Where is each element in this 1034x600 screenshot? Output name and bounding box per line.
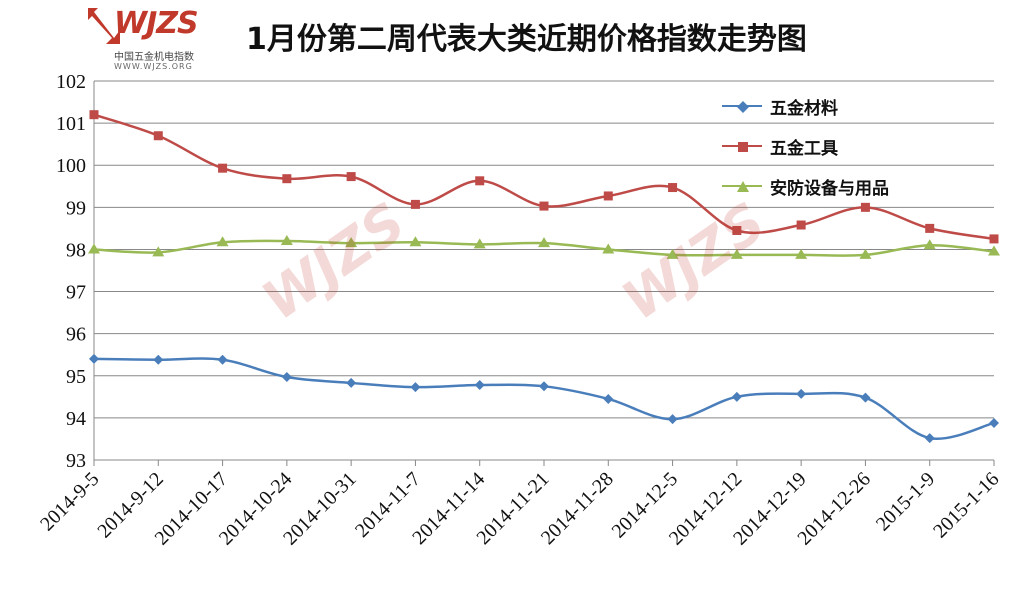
data-point-diamond (796, 388, 807, 399)
data-point-triangle (409, 236, 422, 247)
data-point-diamond (539, 381, 549, 392)
y-tick-label: 97 (66, 282, 86, 304)
data-point-square (346, 172, 356, 182)
series-lines (88, 110, 1000, 444)
data-point-diamond (346, 377, 357, 388)
gridlines (94, 80, 994, 461)
data-point-triangle (88, 243, 100, 254)
y-tick-label: 99 (66, 197, 86, 219)
legend-line-icon (722, 142, 762, 152)
data-point-square (410, 199, 420, 209)
legend-label: 五金材料 (770, 98, 838, 119)
data-point-triangle (859, 248, 872, 259)
series-line (93, 357, 995, 441)
logo-chinese-name: 中国五金机电指数 (114, 52, 194, 63)
data-point-triangle (988, 245, 1000, 256)
data-point-triangle (795, 248, 808, 259)
data-point-square (603, 191, 613, 201)
data-point-diamond (667, 414, 678, 425)
data-point-square (860, 202, 870, 212)
legend-item-series1: 五金材料 (722, 86, 972, 126)
legend: 五金材料 五金工具 安防设备与用品 (722, 86, 972, 206)
y-tick-label: 101 (56, 113, 86, 135)
data-point-triangle (216, 236, 229, 247)
square-marker-icon (738, 142, 748, 152)
data-point-square (732, 225, 742, 235)
data-point-triangle (538, 237, 550, 248)
logo-arrow-icon (88, 8, 120, 44)
data-point-diamond (281, 372, 292, 383)
data-point-triangle (280, 235, 293, 246)
y-tick-label: 93 (66, 450, 86, 472)
x-tick-label: 2015-1-16 (929, 468, 1003, 542)
data-point-triangle (152, 246, 165, 257)
legend-item-series2: 五金工具 (722, 126, 972, 166)
triangle-marker-icon (737, 181, 749, 192)
data-point-square (925, 223, 935, 233)
data-point-triangle (923, 239, 936, 250)
legend-label: 五金工具 (770, 138, 838, 159)
y-tick-label: 95 (66, 366, 86, 388)
data-point-diamond (603, 393, 614, 404)
data-point-square (282, 174, 292, 184)
x-tick-label: 2015-1-9 (872, 468, 939, 535)
logo-mark: WJZS (114, 6, 199, 41)
legend-label: 安防设备与用品 (770, 178, 889, 199)
y-axis-tick-labels: 93 94 95 96 97 98 99 100 101 102 (56, 71, 86, 472)
data-point-square (153, 131, 163, 141)
data-point-triangle (345, 237, 358, 248)
x-axis-tick-labels: 2014-9-52014-9-122014-10-172014-10-24201… (36, 468, 1003, 550)
data-point-square (539, 201, 549, 211)
legend-line-icon (722, 101, 762, 113)
data-point-square (218, 163, 228, 173)
data-point-diamond (217, 354, 228, 365)
diamond-marker-icon (737, 101, 749, 113)
logo-url: WWW.WJZS.ORG (114, 62, 193, 71)
x-axis (93, 81, 995, 466)
data-point-diamond (924, 433, 935, 444)
data-point-triangle (730, 248, 743, 259)
data-point-diamond (474, 380, 485, 391)
data-point-square (989, 234, 999, 244)
y-tick-label: 96 (66, 324, 86, 346)
data-point-diamond (989, 417, 999, 428)
x-tick-label: 2014-9-5 (36, 468, 103, 535)
data-point-triangle (602, 243, 615, 254)
series-1 (89, 353, 999, 444)
chart-title: 1月份第二周代表大类近期价格指数走势图 (246, 22, 807, 57)
wjzs-logo: WJZS 中国五金机电指数 WWW.WJZS.ORG (84, 4, 204, 74)
data-point-square (475, 176, 485, 186)
data-point-triangle (473, 238, 486, 249)
legend-line-icon (722, 181, 762, 192)
y-tick-label: 94 (66, 408, 86, 430)
data-point-diamond (731, 391, 742, 402)
series-2 (89, 110, 999, 244)
data-point-square (668, 183, 678, 193)
data-point-diamond (89, 353, 99, 364)
series-3 (88, 235, 1000, 259)
data-point-square (796, 220, 806, 230)
data-point-diamond (410, 382, 421, 393)
data-point-diamond (153, 354, 164, 365)
data-point-diamond (860, 392, 871, 403)
data-point-triangle (666, 248, 679, 259)
y-tick-label: 102 (56, 71, 86, 93)
legend-item-series3: 安防设备与用品 (722, 166, 972, 206)
data-point-square (89, 110, 99, 120)
y-tick-label: 100 (56, 155, 86, 177)
y-tick-label: 98 (66, 239, 86, 261)
